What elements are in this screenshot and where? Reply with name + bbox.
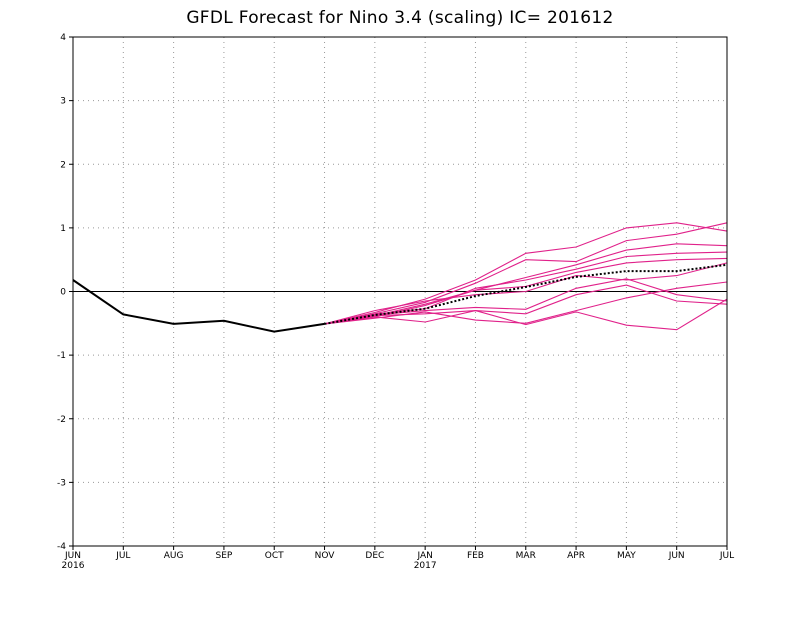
ensemble-members-layer bbox=[324, 222, 728, 331]
ensemble-member-line-6 bbox=[324, 262, 728, 325]
ensemble-member-line-3 bbox=[324, 243, 728, 325]
x-tick-label: JUN bbox=[668, 551, 685, 561]
x-tick-label: FEB bbox=[467, 551, 484, 561]
grid-layer bbox=[73, 37, 727, 546]
y-tick-label: -3 bbox=[57, 478, 66, 488]
x-tick-label: AUG bbox=[164, 551, 184, 561]
observed-series-layer bbox=[72, 279, 325, 333]
x-tick-label: JUL bbox=[719, 551, 734, 561]
x-tick-label: DEC bbox=[365, 551, 384, 561]
y-tick-label: -4 bbox=[57, 542, 66, 552]
ensemble-member-line-8 bbox=[324, 284, 728, 325]
x-tick-label: JAN bbox=[416, 551, 432, 561]
y-tick-label: -1 bbox=[57, 351, 66, 361]
y-tick-label: 3 bbox=[60, 97, 66, 107]
ensemble-member-line-7 bbox=[324, 278, 728, 325]
ensemble-member-line-1 bbox=[324, 222, 728, 325]
ensemble-mean-layer bbox=[324, 263, 728, 325]
x-tick-label: JUL bbox=[115, 551, 130, 561]
ensemble-member-line-9 bbox=[324, 281, 728, 325]
y-tick-label: 1 bbox=[60, 224, 66, 234]
y-tick-label: 2 bbox=[60, 160, 66, 170]
x-tick-year-label: 2016 bbox=[62, 561, 85, 571]
ensemble-member-line-10 bbox=[324, 298, 728, 331]
x-tick-label: OCT bbox=[265, 551, 284, 561]
chart-title: GFDL Forecast for Nino 3.4 (scaling) IC=… bbox=[186, 8, 614, 28]
x-tick-label: SEP bbox=[216, 551, 233, 561]
x-tick-label: APR bbox=[567, 551, 585, 561]
ensemble-member-line-2 bbox=[324, 222, 728, 325]
x-tick-label: NOV bbox=[315, 551, 336, 561]
x-tick-year-label: 2017 bbox=[414, 561, 437, 571]
x-tick-label: JUN bbox=[64, 551, 81, 561]
y-tick-label: 0 bbox=[60, 288, 66, 298]
ensemble-mean-line bbox=[324, 263, 728, 325]
x-tick-label: MAR bbox=[516, 551, 536, 561]
x-tick-label: MAY bbox=[617, 551, 636, 561]
y-tick-label: -2 bbox=[57, 415, 66, 425]
y-tick-label: 4 bbox=[60, 33, 66, 43]
observed-line bbox=[72, 279, 325, 333]
